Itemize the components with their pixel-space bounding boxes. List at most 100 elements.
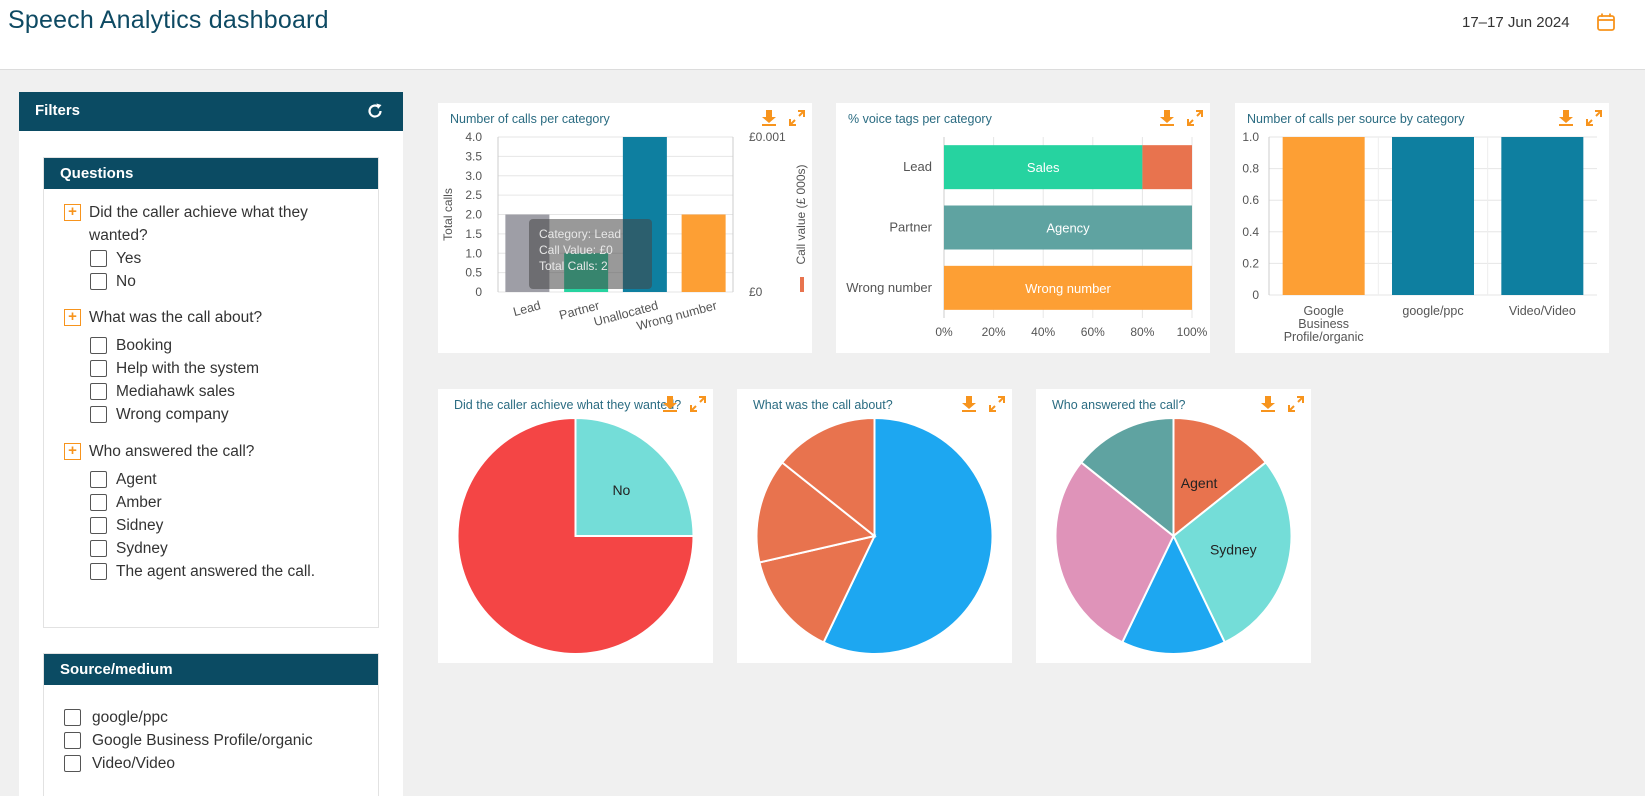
bar-segment [1142,145,1192,190]
date-range[interactable]: 17–17 Jun 2024 [1462,14,1570,31]
checkbox[interactable] [64,755,81,772]
question-title: + Did the caller achieve what they wante… [64,201,334,247]
download-icon[interactable] [960,395,978,413]
download-icon[interactable] [1557,109,1575,127]
option-checkbox[interactable]: Yes [64,247,334,270]
expand-icon[interactable] [1186,109,1204,127]
x-tick-label: Video/Video [1509,304,1576,318]
expand-icon[interactable] [788,109,806,127]
checkbox[interactable] [90,250,107,267]
x-tick-label: Google [1304,304,1344,318]
checkbox[interactable] [90,540,107,557]
voice-tags-chart: 0% 20% 40% 60% 80% 100% Lead Sales Partner Agency… [846,137,1208,339]
y-tick-label: 0.2 [1242,256,1259,270]
option-label: Mediahawk sales [116,383,235,400]
expand-icon[interactable] [1287,395,1305,413]
x-tick-label: google/ppc [1402,304,1463,318]
tooltip [529,219,652,289]
option-checkbox[interactable]: Amber [64,491,334,514]
chart-title: % voice tags per category [848,112,992,126]
who-answered-pie-card: Agent Sydney Who answered the call? [1036,389,1311,663]
source-medium-header: Source/medium [44,654,378,685]
achieved-pie-chart: No [456,416,695,655]
option-checkbox[interactable]: Agent [64,468,334,491]
voice-tags-card: 0% 20% 40% 60% 80% 100% Lead Sales Partner Agency… [836,103,1210,353]
x-tick-label: 80% [1130,325,1154,339]
y-axis-label: Total calls [441,188,455,241]
pie-slice [780,416,876,539]
checkbox[interactable] [90,360,107,377]
who-answered-pie-chart: Agent Sydney [1054,416,1293,655]
expand-icon[interactable] [689,395,707,413]
pie-slice [574,416,695,537]
pie-slice [1120,533,1227,655]
y-tick-label: 4.0 [465,130,482,144]
source-option[interactable]: Google Business Profile/organic [64,729,313,752]
question-text: Did the caller achieve what they wanted? [89,204,308,244]
checkbox[interactable] [90,563,107,580]
checkbox[interactable] [90,273,107,290]
x-tick-label: Profile/organic [1284,330,1364,344]
category-label: Lead [903,159,932,174]
download-icon[interactable] [661,395,679,413]
chart-title: What was the call about? [753,398,893,412]
option-label: Yes [116,250,142,267]
pie-slice [822,416,994,655]
checkbox[interactable] [90,337,107,354]
y-tick-label: 1.0 [1242,130,1259,144]
pie-slice [1054,461,1175,644]
checkbox[interactable] [90,494,107,511]
call-about-pie-card: What was the call about? [737,389,1012,663]
y-tick-label: 0.4 [1242,225,1259,239]
y-tick-label: 1.0 [465,246,482,260]
option-checkbox[interactable]: Sidney [64,514,334,537]
option-checkbox[interactable]: Booking [64,334,334,357]
call-value-bar [800,277,804,292]
download-icon[interactable] [1259,395,1277,413]
tooltip-line: Total Calls: 2 [539,259,608,273]
checkbox[interactable] [90,517,107,534]
x-tick-label: Business [1298,317,1349,331]
filters-title: Filters [35,102,81,119]
download-icon[interactable] [1158,109,1176,127]
y-tick-label: 3.5 [465,149,482,163]
checkbox[interactable] [90,383,107,400]
expand-plus-icon[interactable]: + [64,309,81,326]
question-block: + Who answered the call? Agent Amber Sid… [64,440,334,583]
x-tick-label: 100% [1177,325,1208,339]
y-tick-label: 3.0 [465,169,482,183]
download-icon[interactable] [760,109,778,127]
x-tick-label: 0% [935,325,953,339]
option-checkbox[interactable]: Sydney [64,537,334,560]
option-checkbox[interactable]: No [64,270,334,293]
chart-title: Who answered the call? [1052,398,1186,412]
pie-slice [755,461,877,564]
option-label: Agent [116,471,157,488]
source-option[interactable]: google/ppc [64,706,313,729]
source-option[interactable]: Video/Video [64,752,313,775]
refresh-icon[interactable] [365,101,385,121]
option-label: Amber [116,494,162,511]
pie-slice [1172,461,1293,644]
option-checkbox[interactable]: The agent answered the call. [64,560,334,583]
expand-plus-icon[interactable]: + [64,443,81,460]
bar [1282,137,1365,295]
option-checkbox[interactable]: Wrong company [64,403,334,426]
option-checkbox[interactable]: Help with the system [64,357,334,380]
x-tick-label: 40% [1031,325,1055,339]
checkbox[interactable] [64,709,81,726]
chart-title: Number of calls per category [450,112,610,126]
calendar-icon[interactable] [1596,12,1616,32]
question-title: + Who answered the call? [64,440,334,463]
filters-sidebar: Filters Questions + Did the caller achie… [19,92,403,796]
expand-icon[interactable] [988,395,1006,413]
expand-plus-icon[interactable]: + [64,204,81,221]
chart-title: Number of calls per source by category [1247,112,1465,126]
option-label: Help with the system [116,360,259,377]
checkbox[interactable] [90,471,107,488]
question-block: + Did the caller achieve what they wante… [64,201,334,293]
option-checkbox[interactable]: Mediahawk sales [64,380,334,403]
checkbox[interactable] [64,732,81,749]
expand-icon[interactable] [1585,109,1603,127]
checkbox[interactable] [90,406,107,423]
